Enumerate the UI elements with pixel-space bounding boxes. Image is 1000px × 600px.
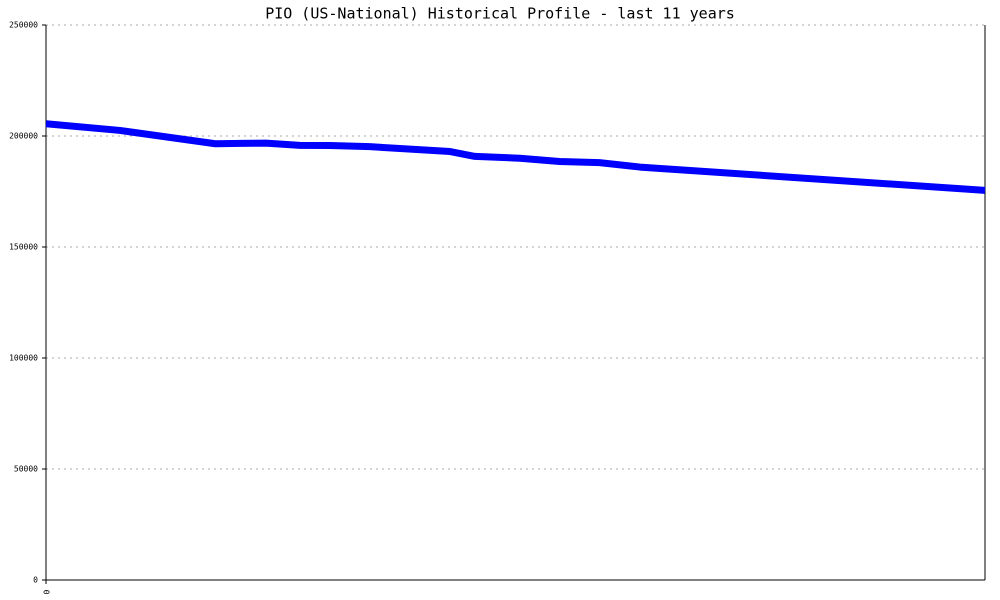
grid [46,24,985,581]
chart-title: PIO (US-National) Historical Profile - l… [265,5,735,23]
y-tick-label: 250000 [9,21,38,30]
x-tick-label: 0 [42,590,51,595]
y-tick-label: 100000 [9,354,38,363]
y-tick-label: 0 [33,576,38,585]
y-tick-label: 200000 [9,132,38,141]
y-tick-label: 50000 [14,465,38,474]
data-line [45,120,986,194]
y-tick-label: 150000 [9,243,38,252]
